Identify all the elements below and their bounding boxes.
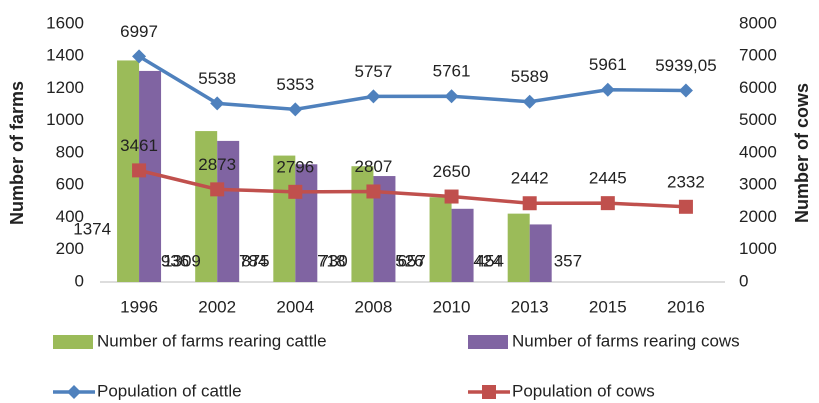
data-label: 5939,05: [655, 56, 716, 75]
y2-tick-label: 5000: [739, 110, 777, 129]
bar: [139, 70, 162, 282]
marker: [444, 189, 459, 204]
y-tick-label: 1000: [46, 110, 84, 129]
y2-tick-label: 8000: [739, 13, 777, 32]
marker: [522, 196, 537, 211]
y2-tick-label: 2000: [739, 207, 777, 226]
marker: [132, 163, 147, 178]
y2-tick-label: 0: [739, 271, 748, 290]
data-label: 5961: [589, 55, 627, 74]
bar-label: 454: [476, 251, 504, 270]
data-label: 5538: [198, 69, 236, 88]
data-label: 5589: [511, 67, 549, 86]
bar-label: 526: [395, 251, 423, 270]
bar-label: 784: [239, 251, 267, 270]
bar: [195, 131, 218, 282]
data-label: 2807: [355, 157, 393, 176]
data-label: 2332: [667, 172, 705, 191]
bar-label: 424: [473, 251, 501, 270]
marker: [444, 89, 459, 104]
bar: [117, 60, 140, 282]
legend-swatch: [468, 335, 508, 349]
marker: [288, 184, 303, 199]
y2-tick-label: 4000: [739, 142, 777, 161]
bar-label: 936: [161, 251, 189, 270]
marker: [678, 83, 693, 98]
bar-label: 730: [319, 251, 347, 270]
bar: [351, 166, 374, 282]
data-label: 5353: [276, 75, 314, 94]
y2-tick-label: 1000: [739, 239, 777, 258]
y-tick-label: 1200: [46, 78, 84, 97]
y2-tick-label: 6000: [739, 78, 777, 97]
marker: [522, 94, 537, 109]
legend-label: Number of farms rearing cattle: [97, 331, 327, 350]
bar-label: 1374: [73, 219, 111, 238]
y-tick-label: 0: [75, 271, 84, 290]
legend-marker: [482, 385, 496, 399]
marker: [210, 182, 225, 197]
marker: [600, 82, 615, 97]
marker: [210, 96, 225, 111]
x-tick-label: 2010: [433, 297, 471, 316]
data-label: 6997: [120, 22, 158, 41]
y-tick-label: 400: [56, 207, 84, 226]
bar: [295, 164, 318, 282]
y-tick-label: 600: [56, 175, 84, 194]
line: [138, 54, 686, 112]
data-label: 2442: [511, 169, 549, 188]
y2-tick-label: 7000: [739, 46, 777, 65]
x-tick-label: 2004: [276, 297, 314, 316]
legend-label: Number of farms rearing cows: [512, 331, 740, 350]
bar-label: 657: [397, 251, 425, 270]
data-label: 2445: [589, 169, 627, 188]
data-label: 3461: [120, 136, 158, 155]
legend-label: Population of cattle: [97, 381, 242, 400]
y2-tick-label: 3000: [739, 175, 777, 194]
bar: [529, 224, 552, 282]
bar: [373, 176, 396, 282]
legend-marker: [67, 385, 81, 399]
bar: [217, 140, 240, 282]
x-tick-label: 1996: [120, 297, 158, 316]
x-tick-label: 2008: [355, 297, 393, 316]
y-axis-title: Number of farms: [7, 81, 27, 225]
data-label: 5761: [433, 62, 471, 81]
data-label: 2873: [198, 155, 236, 174]
marker: [600, 196, 615, 211]
bar: [429, 197, 452, 282]
y-tick-label: 1600: [46, 13, 84, 32]
x-tick-label: 2016: [667, 297, 705, 316]
data-label: 2796: [276, 157, 314, 176]
marker: [288, 102, 303, 117]
y-tick-label: 1400: [46, 46, 84, 65]
marker: [132, 49, 147, 64]
bar-label: 875: [241, 251, 269, 270]
bar-label: 1309: [163, 251, 201, 270]
marker: [678, 199, 693, 214]
marker: [366, 89, 381, 104]
data-label: 2650: [433, 162, 471, 181]
legend-label: Population of cows: [512, 381, 655, 400]
y2-axis-title: Number of cows: [792, 83, 812, 223]
marker: [366, 184, 381, 199]
x-tick-label: 2002: [198, 297, 236, 316]
line: [138, 168, 687, 209]
x-tick-label: 2015: [589, 297, 627, 316]
x-tick-label: 2013: [511, 297, 549, 316]
bar: [451, 208, 474, 282]
bar: [507, 213, 530, 282]
data-label: 5757: [355, 62, 393, 81]
y-tick-label: 200: [56, 239, 84, 258]
y-tick-label: 800: [56, 142, 84, 161]
legend-swatch: [53, 335, 93, 349]
bar-label: 718: [317, 251, 345, 270]
bar-label: 357: [554, 251, 582, 270]
